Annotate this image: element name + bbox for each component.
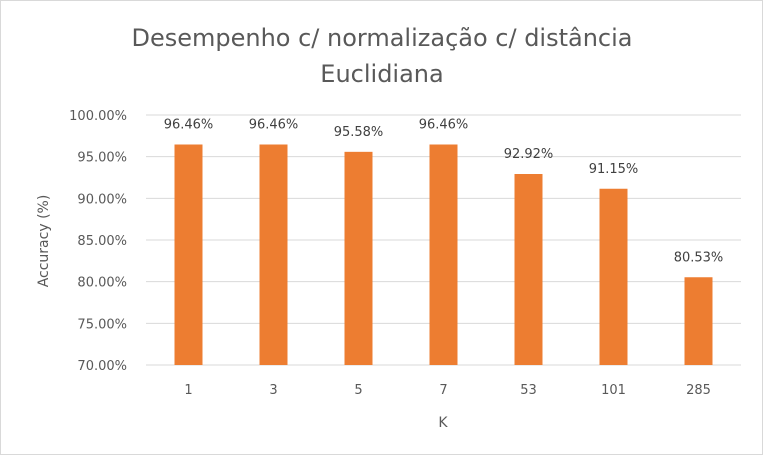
bar-k-1 (174, 144, 203, 365)
y-axis-title: Accuracy (%) (36, 195, 52, 288)
x-axis-ticks: 1 3 5 7 53 101 285 (184, 383, 711, 398)
x-axis-title: K (438, 415, 448, 431)
bar-k-285 (684, 277, 713, 365)
y-tick-label: 100.00% (69, 109, 127, 124)
data-label: 95.58% (334, 125, 384, 140)
y-tick-label: 95.00% (77, 151, 127, 166)
x-tick-label: 7 (439, 383, 447, 398)
y-tick-label: 85.00% (77, 234, 127, 249)
x-tick-label: 285 (686, 383, 711, 398)
chart-title-line-2: Euclidiana (320, 60, 443, 88)
data-label: 96.46% (164, 118, 214, 133)
data-label: 96.46% (419, 118, 469, 133)
data-label: 80.53% (674, 250, 724, 265)
bar-k-53 (514, 174, 543, 365)
y-tick-label: 70.00% (77, 359, 127, 374)
data-labels: 96.46% 96.46% 95.58% 96.46% 92.92% 91.15% 80.5… (164, 118, 724, 266)
x-tick-label: 5 (354, 383, 362, 398)
chart-title-line-1: Desempenho c/ normalização c/ distância (131, 24, 632, 52)
x-tick-label: 101 (601, 383, 626, 398)
data-label: 92.92% (504, 147, 554, 162)
bar-k-101 (599, 188, 628, 365)
bar-k-3 (259, 144, 288, 365)
y-axis-ticks: 70.00% 75.00% 80.00% 85.00% 90.00% 95.00% 100.… (69, 109, 127, 374)
y-tick-label: 75.00% (77, 317, 127, 332)
bar-k-5 (344, 151, 373, 365)
y-tick-label: 80.00% (77, 276, 127, 291)
y-tick-label: 90.00% (77, 192, 127, 207)
data-label: 96.46% (249, 118, 299, 133)
x-tick-label: 3 (269, 383, 277, 398)
bar-k-7 (429, 144, 458, 365)
bars (174, 144, 713, 365)
x-tick-label: 53 (520, 383, 537, 398)
data-label: 91.15% (589, 162, 639, 177)
x-tick-label: 1 (184, 383, 192, 398)
